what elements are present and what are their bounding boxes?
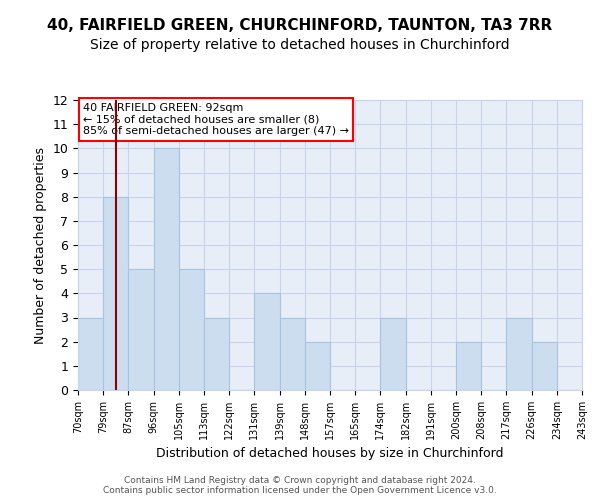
Bar (103, 196, 128, 390)
Bar (532, 342, 557, 390)
Bar (305, 342, 330, 390)
Text: Size of property relative to detached houses in Churchinford: Size of property relative to detached ho… (90, 38, 510, 52)
Text: Contains HM Land Registry data © Crown copyright and database right 2024.
Contai: Contains HM Land Registry data © Crown c… (103, 476, 497, 495)
Text: 40 FAIRFIELD GREEN: 92sqm
← 15% of detached houses are smaller (8)
85% of semi-d: 40 FAIRFIELD GREEN: 92sqm ← 15% of detac… (83, 103, 349, 136)
Bar (254, 294, 280, 390)
Text: 40, FAIRFIELD GREEN, CHURCHINFORD, TAUNTON, TA3 7RR: 40, FAIRFIELD GREEN, CHURCHINFORD, TAUNT… (47, 18, 553, 32)
Y-axis label: Number of detached properties: Number of detached properties (34, 146, 47, 344)
Bar (179, 269, 204, 390)
Bar (380, 318, 406, 390)
Bar (506, 318, 532, 390)
Bar (204, 318, 229, 390)
Bar (154, 148, 179, 390)
Bar (280, 318, 305, 390)
Bar (78, 318, 103, 390)
X-axis label: Distribution of detached houses by size in Churchinford: Distribution of detached houses by size … (156, 448, 504, 460)
Bar (456, 342, 481, 390)
Bar (128, 269, 154, 390)
